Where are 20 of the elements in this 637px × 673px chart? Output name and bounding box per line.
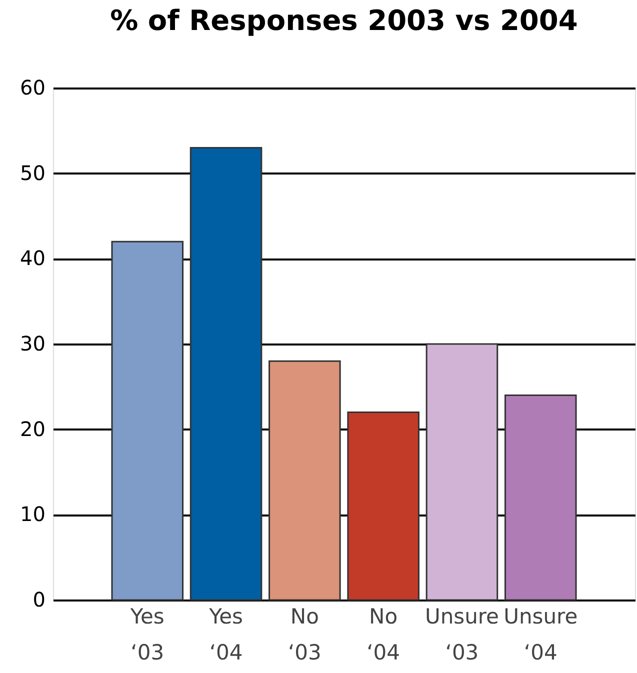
bar [190, 146, 262, 601]
bar [347, 412, 420, 601]
bar [111, 240, 184, 601]
bar [426, 343, 498, 601]
bar [268, 360, 341, 601]
chart-title: % of Responses 2003 vs 2004 [110, 4, 578, 37]
x-tick-label: No ‘03 [288, 604, 322, 664]
x-tick-label: Yes ‘03 [129, 604, 164, 664]
y-tick-label: 30 [20, 332, 46, 356]
x-tick-label: Yes ‘04 [208, 604, 243, 664]
x-tick-label: No ‘04 [366, 604, 400, 664]
bar [504, 394, 577, 601]
x-tick-label: Unsure ‘04 [504, 604, 578, 664]
y-tick-label: 60 [20, 76, 46, 100]
y-tick-label: 40 [20, 246, 46, 270]
y-tick-label: 10 [20, 502, 46, 526]
x-tick-label: Unsure ‘03 [424, 604, 499, 664]
y-tick-label: 0 [32, 588, 46, 612]
y-tick-label: 20 [20, 416, 46, 441]
y-tick-label: 50 [20, 160, 46, 185]
